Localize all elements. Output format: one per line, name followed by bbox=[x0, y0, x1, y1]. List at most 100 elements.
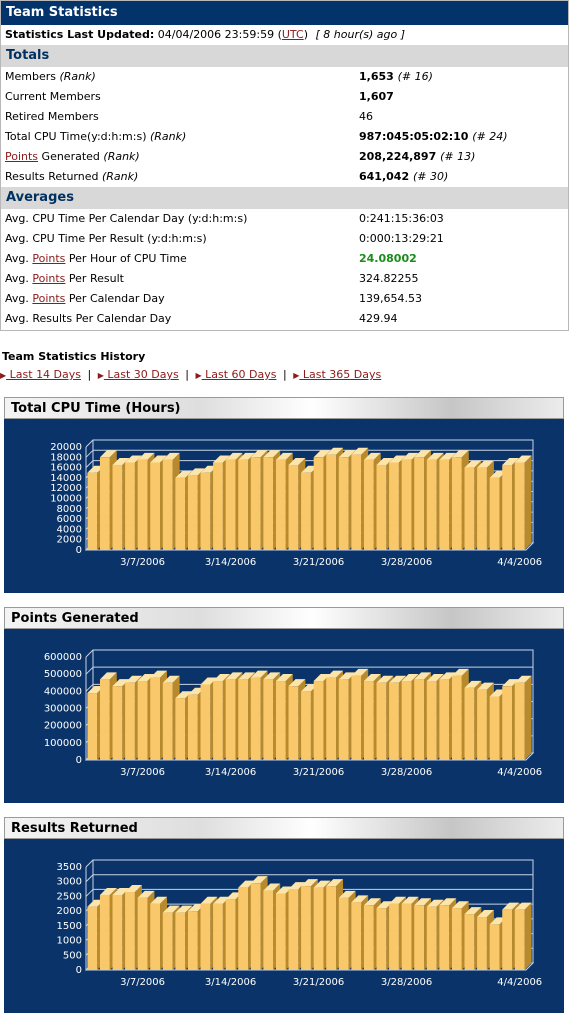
bar-top bbox=[426, 674, 444, 682]
bar-face bbox=[175, 477, 186, 550]
bar-face bbox=[137, 897, 148, 970]
bar-face bbox=[275, 681, 286, 760]
chart-panel-cpu-time: Total CPU Time (Hours) 0 2000 4000 6000 8000… bbox=[4, 397, 564, 593]
x-tick-label: 3/7/2006 bbox=[120, 557, 165, 568]
bar bbox=[514, 455, 532, 550]
bar-top bbox=[477, 682, 494, 690]
points-link[interactable]: Points bbox=[32, 252, 66, 265]
utc-link[interactable]: UTC bbox=[281, 28, 304, 41]
bar-top bbox=[263, 450, 281, 458]
bar-top bbox=[338, 672, 356, 680]
results-rank-label: (Rank) bbox=[101, 170, 139, 183]
row-total-cpu: Total CPU Time(y:d:h:m:s) (Rank) 987:045… bbox=[1, 127, 568, 147]
y-tick-label: 100000 bbox=[44, 738, 82, 749]
bar-face bbox=[514, 682, 525, 760]
bar-face bbox=[288, 686, 299, 760]
bar-face bbox=[125, 682, 135, 760]
bar-face bbox=[389, 462, 399, 550]
bar-face bbox=[351, 675, 362, 760]
last-14-days-link[interactable]: Last 14 Days bbox=[6, 368, 82, 381]
bar-face bbox=[376, 465, 387, 550]
bar-top bbox=[351, 668, 369, 676]
bar-top bbox=[363, 674, 381, 682]
bar-face bbox=[338, 897, 349, 970]
bar-face bbox=[250, 677, 261, 760]
bar-face bbox=[426, 681, 437, 760]
bar-top bbox=[426, 452, 444, 460]
avg-points-result-prefix: Avg. bbox=[5, 272, 33, 285]
bar-face bbox=[137, 681, 148, 760]
y-tick-label: 400000 bbox=[44, 686, 82, 697]
row-avg-cpu-result: Avg. CPU Time Per Result (y:d:h:m:s) 0:0… bbox=[1, 229, 568, 249]
bar-face bbox=[338, 679, 349, 760]
bar-top bbox=[263, 672, 281, 680]
bar-face bbox=[477, 689, 487, 760]
results-returned-chart: 0 500 1000 1500 2000 2500 3000 3500 3/7/2006 3/14… bbox=[57, 859, 542, 988]
bar-top bbox=[238, 880, 256, 888]
bar-top bbox=[125, 675, 142, 683]
bar-top bbox=[112, 887, 130, 895]
bar-face bbox=[162, 682, 173, 760]
row-avg-points-hour: Avg. Points Per Hour of CPU Time 24.0800… bbox=[1, 249, 568, 269]
bar-face bbox=[125, 892, 135, 970]
bar-top bbox=[288, 679, 306, 687]
last-365-days-link[interactable]: Last 365 Days bbox=[299, 368, 382, 381]
last-updated: Statistics Last Updated: 04/04/2006 23:5… bbox=[1, 25, 568, 45]
bar-top bbox=[389, 675, 406, 683]
bar-face bbox=[489, 696, 500, 760]
bar-top bbox=[401, 452, 419, 460]
bar-face bbox=[125, 462, 135, 550]
points-rank-label: (Rank) bbox=[103, 150, 140, 163]
avg-points-result-suffix: Per Result bbox=[65, 272, 124, 285]
history-period-links: ▶ Last 14 Days | ▶ Last 30 Days | ▶ Last… bbox=[0, 368, 381, 381]
y-tick-label: 0 bbox=[76, 965, 82, 976]
bar-top bbox=[514, 675, 532, 683]
bar-top bbox=[351, 895, 369, 903]
x-tick-label: 4/4/2006 bbox=[497, 767, 542, 778]
bar-face bbox=[112, 894, 123, 970]
bar bbox=[514, 675, 532, 760]
results-returned-value: 641,042 bbox=[359, 170, 410, 183]
last-30-days-link[interactable]: Last 30 Days bbox=[103, 368, 179, 381]
bar-top bbox=[502, 679, 520, 687]
bar-top bbox=[175, 905, 193, 913]
x-tick-label: 3/14/2006 bbox=[205, 557, 256, 568]
bar-face bbox=[225, 679, 236, 760]
bar-face bbox=[426, 906, 437, 970]
arrow-right-icon: ▶ bbox=[0, 371, 7, 380]
bar-face bbox=[451, 457, 462, 550]
bar-top bbox=[275, 674, 293, 682]
points-link[interactable]: Points bbox=[32, 292, 66, 305]
bar-face bbox=[87, 693, 98, 760]
points-link[interactable]: Points bbox=[5, 150, 39, 163]
avg-points-hour-suffix: Per Hour of CPU Time bbox=[65, 252, 187, 265]
chart-title: Total CPU Time (Hours) bbox=[4, 397, 564, 419]
x-tick-label: 3/21/2006 bbox=[293, 767, 344, 778]
bar-face bbox=[477, 917, 487, 970]
avg-points-day-prefix: Avg. bbox=[5, 292, 33, 305]
bar-face bbox=[464, 687, 475, 760]
gridline bbox=[85, 649, 94, 658]
bar-top bbox=[125, 455, 142, 463]
hours-ago: [ 8 hour(s) ago ] bbox=[315, 28, 406, 41]
bar-top bbox=[150, 455, 168, 463]
bar-face bbox=[376, 908, 387, 970]
last-60-days-link[interactable]: Last 60 Days bbox=[201, 368, 277, 381]
bar-top bbox=[263, 883, 281, 891]
bar bbox=[514, 902, 532, 970]
link-separator: | bbox=[282, 368, 287, 381]
bar-top bbox=[225, 452, 243, 460]
bar-top bbox=[326, 447, 344, 455]
bar-face bbox=[288, 465, 299, 550]
bar-face bbox=[225, 899, 236, 970]
bar-face bbox=[401, 459, 412, 550]
bar-top bbox=[162, 452, 180, 460]
bar-top bbox=[99, 887, 117, 895]
bar-top bbox=[250, 450, 268, 458]
bar-face bbox=[313, 457, 324, 550]
total-cpu-rank-label: (Rank) bbox=[150, 130, 187, 143]
bar-top bbox=[363, 898, 381, 906]
points-link[interactable]: Points bbox=[32, 272, 66, 285]
bar-top bbox=[451, 668, 469, 676]
bar-face bbox=[363, 681, 374, 760]
